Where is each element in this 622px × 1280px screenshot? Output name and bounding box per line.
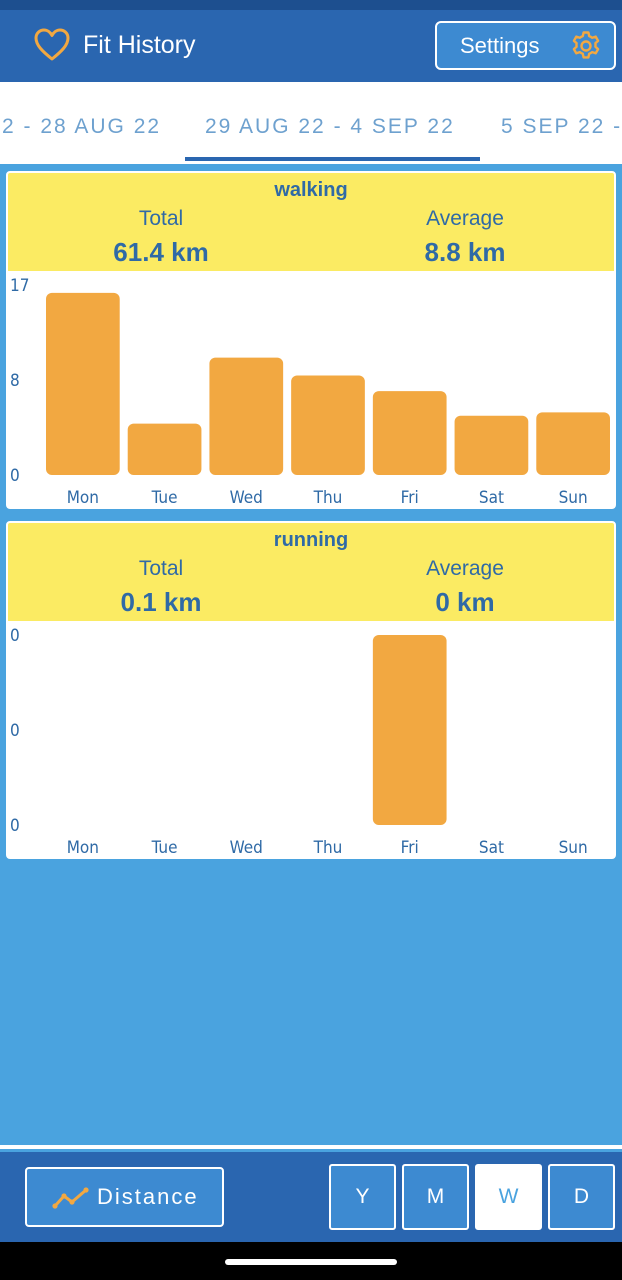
bar-tue [127, 423, 202, 475]
walking-activity-title: walking [274, 179, 348, 201]
period-week-button[interactable]: W [475, 1164, 542, 1230]
bottom-divider [0, 1145, 622, 1149]
running-average-value: 0 km [435, 587, 495, 617]
week-tab-previous[interactable]: 2 - 28 AUG 22 [2, 115, 162, 138]
x-tick-label-sat: Sat [479, 838, 504, 857]
x-tick-label-thu: Thu [313, 488, 343, 507]
x-tick-label-sun: Sun [559, 838, 588, 857]
y-tick-label: 0 [10, 466, 20, 486]
walking-total-label: Total [138, 207, 184, 230]
y-tick-label: 8 [10, 371, 20, 391]
x-tick-label-mon: Mon [67, 488, 99, 507]
bar-fri [372, 635, 447, 825]
walking-average-value: 8.8 km [424, 237, 506, 267]
settings-label: Settings [460, 32, 540, 58]
week-tab-current[interactable]: 29 AUG 22 - 4 SEP 22 [205, 115, 455, 138]
walking-summary: walking Total 61.4 km Average 8.8 km [8, 173, 614, 271]
y-tick-label: 0 [10, 626, 20, 646]
tab-indicator [185, 157, 480, 161]
gear-icon [572, 31, 600, 59]
x-tick-label-fri: Fri [401, 488, 419, 507]
trend-line-icon [52, 1187, 89, 1209]
x-tick-label-wed: Wed [230, 488, 263, 507]
heart-icon [34, 28, 70, 61]
app-header: Fit History Settings [0, 10, 622, 82]
walking-total-value: 61.4 km [113, 237, 209, 267]
walking-bar-chart: 0 8 17 Mon Tue Wed Thu Fri Sat Sun [10, 276, 610, 507]
bar-sat [454, 415, 529, 475]
app-title: Fit History [83, 31, 196, 59]
distance-metric-button[interactable]: Distance [25, 1167, 224, 1227]
x-tick-label-fri: Fri [401, 838, 419, 857]
x-tick-label-tue: Tue [151, 488, 178, 507]
y-tick-label: 0 [10, 721, 20, 741]
bottom-toolbar: Distance Y M W D [0, 1152, 622, 1242]
bar-sun [536, 412, 610, 475]
running-total-label: Total [138, 557, 184, 580]
week-tab-next[interactable]: 5 SEP 22 - [501, 115, 622, 138]
bar-thu [291, 375, 365, 475]
y-tick-label: 17 [10, 276, 29, 296]
home-gesture-pill[interactable] [225, 1259, 397, 1265]
running-average-label: Average [426, 557, 504, 580]
running-summary: running Total 0.1 km Average 0 km [8, 523, 614, 621]
running-card: running Total 0.1 km Average 0 km 0 0 0 Mon… [6, 521, 616, 859]
x-tick-label-wed: Wed [230, 838, 263, 857]
settings-button[interactable]: Settings [435, 21, 616, 70]
distance-metric-label: Distance [97, 1184, 199, 1209]
x-tick-label-sun: Sun [559, 488, 588, 507]
bar-fri [372, 391, 447, 475]
running-activity-title: running [273, 529, 349, 551]
system-nav-bar [0, 1242, 622, 1280]
week-tabs: 2 - 28 AUG 22 29 AUG 22 - 4 SEP 22 5 SEP… [0, 82, 622, 164]
x-tick-label-sat: Sat [479, 488, 504, 507]
period-day-button[interactable]: D [548, 1164, 615, 1230]
x-tick-label-mon: Mon [67, 838, 99, 857]
x-tick-label-tue: Tue [151, 838, 178, 857]
walking-card: walking Total 61.4 km Average 8.8 km 0 8 1… [6, 171, 616, 509]
walking-average-label: Average [426, 207, 504, 230]
running-bar-chart: 0 0 0 Mon Tue Wed Thu Fri Sat Sun [10, 626, 588, 857]
x-tick-label-thu: Thu [313, 838, 343, 857]
running-total-value: 0.1 km [120, 587, 202, 617]
bar-mon [46, 292, 120, 475]
status-strip [0, 0, 622, 10]
period-month-button[interactable]: M [402, 1164, 469, 1230]
period-year-button[interactable]: Y [329, 1164, 396, 1230]
y-tick-label: 0 [10, 816, 20, 836]
bar-wed [209, 357, 284, 475]
